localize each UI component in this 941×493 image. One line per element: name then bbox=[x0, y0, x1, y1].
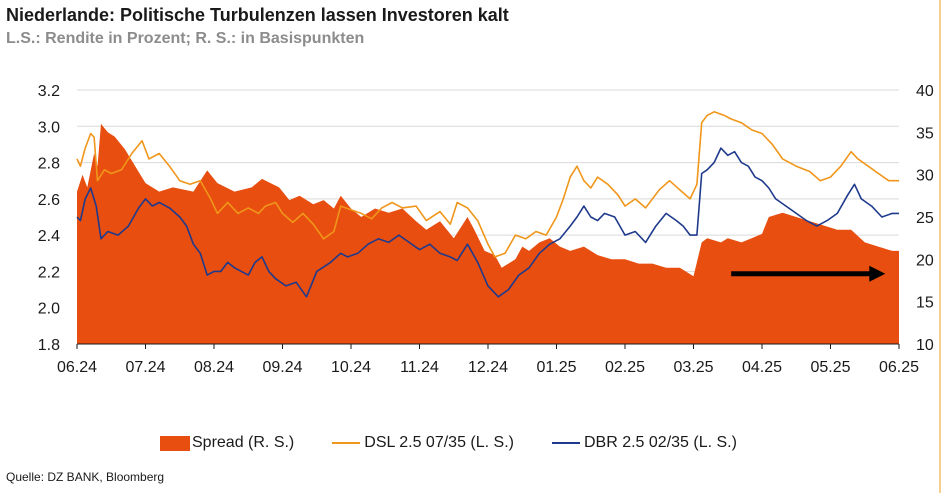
x-tick-label: 06.25 bbox=[879, 359, 919, 376]
y-right-tick-label: 40 bbox=[916, 83, 934, 100]
chart-title: Niederlande: Politische Turbulenzen lass… bbox=[6, 5, 509, 25]
x-tick-label: 02.25 bbox=[605, 359, 645, 376]
y-left-tick-labels: 3.2 3.0 2.8 2.6 2.4 2.2 2.0 1.8 bbox=[38, 83, 60, 354]
axes bbox=[76, 343, 900, 349]
legend-label-dsl: DSL 2.5 07/35 (L. S.) bbox=[364, 434, 514, 451]
x-tick-labels: 06.24 07.24 08.24 09.24 10.24 11.24 12.24 01.25… bbox=[57, 359, 919, 376]
dbr-line bbox=[76, 147, 899, 298]
y-left-tick-label: 2.4 bbox=[38, 228, 60, 245]
y-left-tick-label: 3.2 bbox=[38, 83, 60, 100]
legend-swatch-dbr bbox=[551, 442, 580, 444]
y-right-tick-label: 10 bbox=[916, 337, 934, 354]
yield-lines-group bbox=[76, 111, 899, 298]
x-tick-label: 07.24 bbox=[125, 359, 165, 376]
y-right-tick-label: 20 bbox=[916, 252, 934, 269]
y-right-tick-label: 35 bbox=[916, 125, 934, 142]
y-left-tick-label: 1.8 bbox=[38, 337, 60, 354]
legend-label-dbr: DBR 2.5 02/35 (L. S.) bbox=[583, 434, 737, 451]
x-tick-label: 11.24 bbox=[400, 359, 439, 376]
y-left-tick-label: 3.0 bbox=[38, 119, 60, 136]
x-tick-label: 05.25 bbox=[810, 359, 850, 376]
legend-item-dbr: DBR 2.5 02/35 (L. S.) bbox=[551, 434, 737, 452]
trend-arrow bbox=[731, 265, 886, 282]
x-tick-label: 09.24 bbox=[262, 359, 302, 376]
spread-area-group bbox=[77, 123, 899, 345]
arrow-head bbox=[869, 265, 886, 282]
y-right-tick-labels: 40 35 30 25 20 15 10 bbox=[916, 83, 934, 354]
chart-plot: 06.24 07.24 08.24 09.24 10.24 11.24 12.24 01.25… bbox=[38, 83, 934, 376]
x-tick-label: 01.25 bbox=[536, 359, 576, 376]
legend-swatch-dsl bbox=[332, 442, 361, 444]
y-right-tick-label: 25 bbox=[916, 210, 934, 227]
x-tick-label: 03.25 bbox=[673, 359, 713, 376]
y-left-tick-label: 2.6 bbox=[38, 192, 60, 209]
x-tick-label: 06.24 bbox=[57, 359, 97, 376]
source-note: Quelle: DZ BANK, Bloomberg bbox=[6, 470, 165, 484]
right-edge-border bbox=[939, 0, 941, 493]
y-left-tick-label: 2.8 bbox=[38, 156, 60, 173]
x-tick-label: 08.24 bbox=[194, 359, 234, 376]
legend-item-dsl: DSL 2.5 07/35 (L. S.) bbox=[332, 434, 514, 452]
x-tick-label: 04.25 bbox=[742, 359, 782, 376]
chart-subtitle: L.S.: Rendite in Prozent; R. S.: in Basi… bbox=[6, 30, 365, 47]
y-right-tick-label: 30 bbox=[916, 168, 934, 185]
spread-area bbox=[77, 123, 899, 345]
legend-item-spread: Spread (R. S.) bbox=[160, 434, 294, 452]
legend-label-spread: Spread (R. S.) bbox=[192, 434, 295, 451]
legend-swatch-spread bbox=[160, 435, 190, 451]
y-right-tick-label: 15 bbox=[916, 295, 934, 312]
x-tick-label: 10.24 bbox=[331, 359, 371, 376]
x-tick-label: 12.24 bbox=[468, 359, 508, 376]
legend: Spread (R. S.) DSL 2.5 07/35 (L. S.) DBR… bbox=[160, 433, 775, 453]
dsl-line bbox=[76, 111, 899, 258]
y-left-tick-label: 2.2 bbox=[38, 264, 60, 281]
y-left-tick-label: 2.0 bbox=[38, 301, 60, 318]
